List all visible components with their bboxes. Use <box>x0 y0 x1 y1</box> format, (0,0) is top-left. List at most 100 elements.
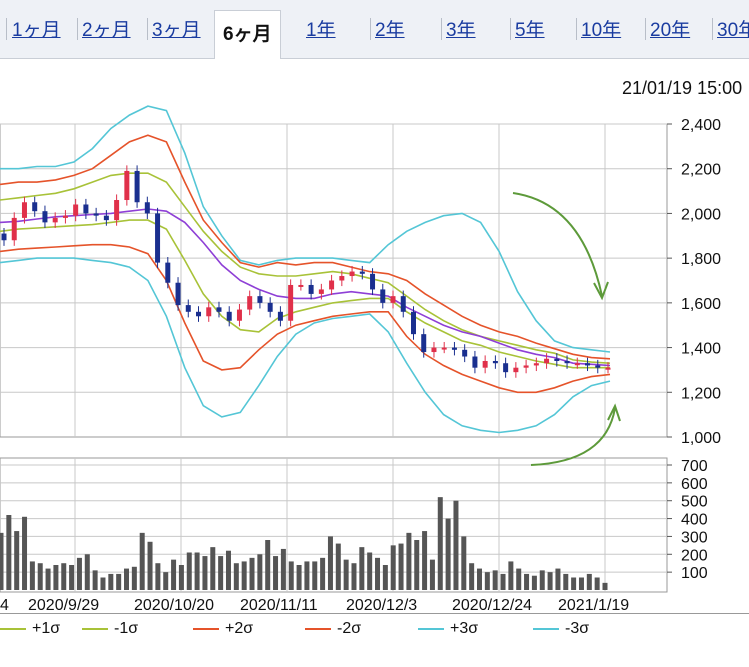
tab-11[interactable]: 30年 <box>717 20 749 41</box>
volume-bar <box>524 573 530 590</box>
candle-body <box>359 271 365 274</box>
volume-tick-label: 300 <box>681 529 708 546</box>
candle-body <box>83 204 89 214</box>
legend-label: -1σ <box>114 620 139 637</box>
candle-body <box>595 365 601 368</box>
volume-tick-label: 600 <box>681 476 708 493</box>
tab-3[interactable]: 3ヶ月 <box>152 20 201 41</box>
candle-body <box>605 367 611 370</box>
candle-body <box>492 360 498 364</box>
price-tick-label: 1,000 <box>681 430 721 447</box>
candle-body <box>257 296 263 303</box>
volume-bar <box>147 541 153 590</box>
volume-bar <box>312 561 318 590</box>
candle-body <box>554 358 560 361</box>
volume-bar <box>163 572 169 590</box>
volume-bar <box>539 570 545 590</box>
legend-item: +3σ <box>418 620 478 638</box>
candle-body <box>277 311 283 321</box>
tab-4[interactable]: 6ヶ月 <box>214 10 281 59</box>
x-tick-label: 2020/11/11 <box>240 597 318 612</box>
legend-item: +2σ <box>193 620 253 638</box>
tab-9[interactable]: 10年 <box>581 20 622 41</box>
x-tick-label: 2020/12/3 <box>346 597 417 612</box>
candle-body <box>503 363 509 373</box>
legend-swatch <box>533 627 559 630</box>
volume-bar <box>398 543 404 590</box>
volume-bar <box>45 568 51 590</box>
volume-bar <box>602 582 608 590</box>
volume-bar <box>194 552 200 590</box>
candle-body <box>380 289 386 303</box>
volume-bar <box>484 572 490 590</box>
candle-body <box>42 211 48 223</box>
tab-10[interactable]: 20年 <box>650 20 691 41</box>
legend-label: +3σ <box>450 620 479 637</box>
tab-separator <box>370 18 371 40</box>
volume-bar <box>288 561 294 590</box>
price-tick-label: 2,000 <box>681 206 721 223</box>
volume-bar <box>445 518 451 590</box>
volume-bar <box>22 516 28 590</box>
tab-separator <box>712 18 713 40</box>
tab-8[interactable]: 5年 <box>515 20 545 41</box>
x-tick-label: 2021/1/19 <box>558 597 629 612</box>
candle-body <box>267 302 273 312</box>
tab-2[interactable]: 2ヶ月 <box>82 20 131 41</box>
chart-legend: +1σ -1σ +2σ -2σ +3σ -3σ <box>0 618 749 642</box>
candle-body <box>441 347 447 350</box>
volume-bar <box>375 557 381 590</box>
volume-bar <box>335 543 341 590</box>
legend-item: -1σ <box>82 620 138 638</box>
candle-body <box>124 170 130 201</box>
candle-body <box>564 360 570 364</box>
candle-body <box>103 215 109 221</box>
price-tick-label: 1,600 <box>681 296 721 313</box>
legend-swatch <box>193 627 219 630</box>
candle-body <box>523 365 529 368</box>
volume-bar <box>241 561 247 590</box>
volume-bar <box>547 572 553 590</box>
candle-body <box>349 271 355 277</box>
volume-bar <box>202 556 208 590</box>
tab-7[interactable]: 3年 <box>446 20 476 41</box>
candle-body <box>329 280 335 290</box>
volume-bar <box>155 563 161 590</box>
candle-body <box>390 296 396 303</box>
volume-bar <box>367 552 373 590</box>
tab-5[interactable]: 1年 <box>306 20 336 41</box>
band-plus1-sigma-line <box>0 172 611 364</box>
tab-separator <box>645 18 646 40</box>
tab-6[interactable]: 2年 <box>375 20 405 41</box>
volume-bar <box>218 556 224 590</box>
volume-bar <box>382 565 388 590</box>
legend-item: +1σ <box>0 620 60 638</box>
volume-bar <box>563 573 569 590</box>
candle-body <box>544 358 550 364</box>
price-tick-label: 1,400 <box>681 341 721 358</box>
tab-separator <box>77 18 78 40</box>
volume-bar <box>531 575 537 590</box>
volume-bar <box>210 547 216 590</box>
volume-bar <box>296 565 302 590</box>
tab-separator <box>510 18 511 40</box>
volume-bar <box>406 532 412 590</box>
tab-1[interactable]: 1ヶ月 <box>12 20 61 41</box>
candle-body <box>451 347 457 350</box>
volume-bar <box>327 536 333 590</box>
legend-item: -2σ <box>305 620 361 638</box>
candle-body <box>513 367 519 373</box>
volume-bar <box>178 565 184 590</box>
volume-bar <box>304 561 310 590</box>
volume-bar <box>586 573 592 590</box>
candle-body <box>11 217 17 241</box>
volume-tick-label: 500 <box>681 494 708 511</box>
band-minus2-sigma-line <box>0 243 611 394</box>
candle-body <box>236 309 242 321</box>
band-plus3-sigma-line <box>0 105 611 353</box>
candle-body <box>73 204 79 216</box>
candle-body <box>144 202 150 214</box>
candle-body <box>308 284 314 294</box>
volume-bar <box>108 573 114 590</box>
volume-bar <box>37 563 43 590</box>
